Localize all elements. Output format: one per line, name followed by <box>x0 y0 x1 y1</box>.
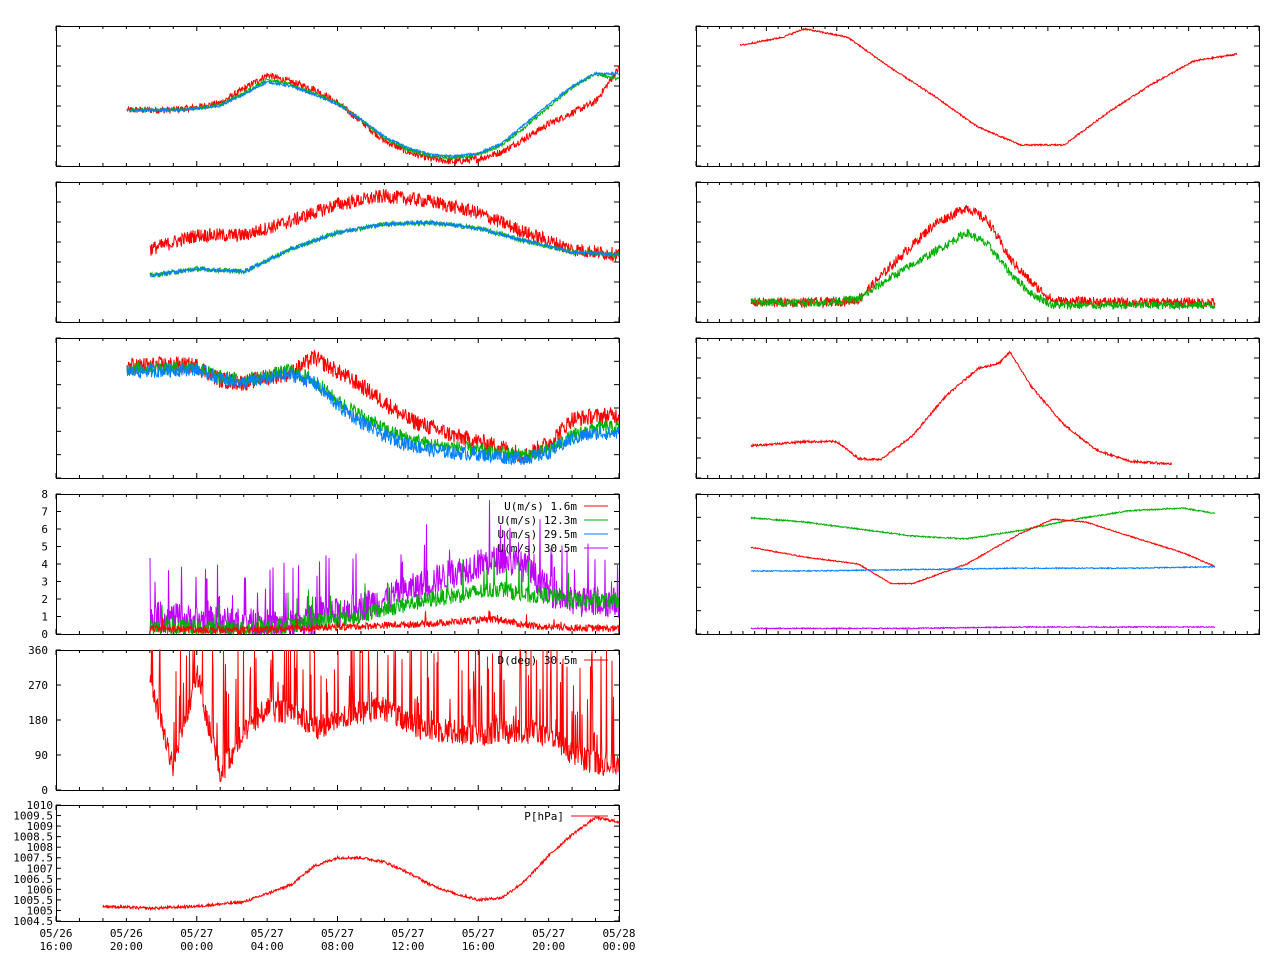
legend-label: U(m/s) 29.5m <box>498 528 578 541</box>
ytick-label: 0 <box>41 628 48 641</box>
legend-label: U(m/s) 1.6m <box>504 500 577 513</box>
ytick-label: 1010 <box>27 799 54 812</box>
panel-right-2-series-red <box>750 204 1216 310</box>
xtick-label-time: 20:00 <box>110 940 143 953</box>
xtick-label-time: 20:00 <box>532 940 565 953</box>
xtick-label-time: 00:00 <box>602 940 635 953</box>
xtick-label-date: 05/26 <box>39 927 72 940</box>
ytick-label: 1008 <box>27 841 54 854</box>
panel-left-1-series-red <box>126 64 620 165</box>
panel-right-2-series-green <box>750 228 1216 311</box>
panel-left-4-series-red <box>149 610 620 636</box>
xtick-label-date: 05/27 <box>251 927 284 940</box>
legend-label: U(m/s) 30.5m <box>498 542 578 555</box>
ytick-label: 1008.5 <box>13 831 53 844</box>
panel-right-4-series-purple <box>750 625 1216 631</box>
ytick-label: 1007.5 <box>13 852 53 865</box>
ytick-label: 1009 <box>27 820 54 833</box>
ytick-label: 8 <box>41 488 48 501</box>
panel-right-4-frame <box>696 494 1260 635</box>
legend-label: D(deg) 30.5m <box>498 654 578 667</box>
panel-left-1-series-green <box>127 71 620 161</box>
panel-left-2-series-blue <box>149 219 620 279</box>
xtick-label-time: 08:00 <box>321 940 354 953</box>
panel-right-4-series-red <box>750 518 1216 586</box>
panel-right-1-frame <box>696 26 1260 167</box>
xtick-label-date: 05/27 <box>321 927 354 940</box>
xtick-label-time: 04:00 <box>251 940 284 953</box>
ytick-label: 3 <box>41 576 48 589</box>
panel-left-3-series-blue <box>126 361 620 466</box>
panel-right-3-series-red <box>750 350 1173 466</box>
ytick-label: 0 <box>41 784 48 797</box>
xtick-label-time: 12:00 <box>391 940 424 953</box>
panel-left-1-frame <box>56 26 620 167</box>
ytick-label: 1005 <box>27 904 54 917</box>
ytick-label: 1005.5 <box>13 894 53 907</box>
xtick-label-time: 16:00 <box>462 940 495 953</box>
ytick-label: 4 <box>41 558 48 571</box>
ytick-label: 1006 <box>27 883 54 896</box>
panel-right-3-frame <box>696 338 1260 479</box>
xtick-label-time: 00:00 <box>180 940 213 953</box>
xtick-label-date: 05/27 <box>462 927 495 940</box>
xtick-label-date: 05/28 <box>602 927 635 940</box>
ytick-label: 1006.5 <box>13 873 53 886</box>
ytick-label: 180 <box>28 714 48 727</box>
ytick-label: 1004.5 <box>13 915 53 928</box>
ytick-label: 7 <box>41 506 48 519</box>
panel-left-3-series-green <box>126 360 620 463</box>
legend-label: U(m/s) 12.3m <box>498 514 578 527</box>
xtick-label-date: 05/27 <box>532 927 565 940</box>
panel-right-1-series-red <box>739 27 1238 148</box>
ytick-label: 360 <box>28 644 48 657</box>
panel-left-1-series-blue <box>126 70 620 159</box>
xtick-label-time: 16:00 <box>39 940 72 953</box>
xtick-label-date: 05/27 <box>391 927 424 940</box>
ytick-label: 1007 <box>27 862 54 875</box>
ytick-label: 90 <box>35 749 48 762</box>
ytick-label: 270 <box>28 679 48 692</box>
panel-left-5-series-red <box>149 649 620 783</box>
panel-left-2-series-red <box>149 189 620 263</box>
panel-right-4-series-blue <box>750 565 1216 573</box>
ytick-label: 1 <box>41 611 48 624</box>
legend-label: P[hPa] <box>524 810 564 823</box>
xtick-label-date: 05/26 <box>110 927 143 940</box>
xtick-label-date: 05/27 <box>180 927 213 940</box>
ytick-label: 2 <box>41 593 48 606</box>
ytick-label: 5 <box>41 541 48 554</box>
ytick-label: 1009.5 <box>13 810 53 823</box>
ytick-label: 6 <box>41 523 48 536</box>
panel-left-6-series-red <box>102 815 620 912</box>
panel-right-4-series-green <box>750 507 1216 541</box>
